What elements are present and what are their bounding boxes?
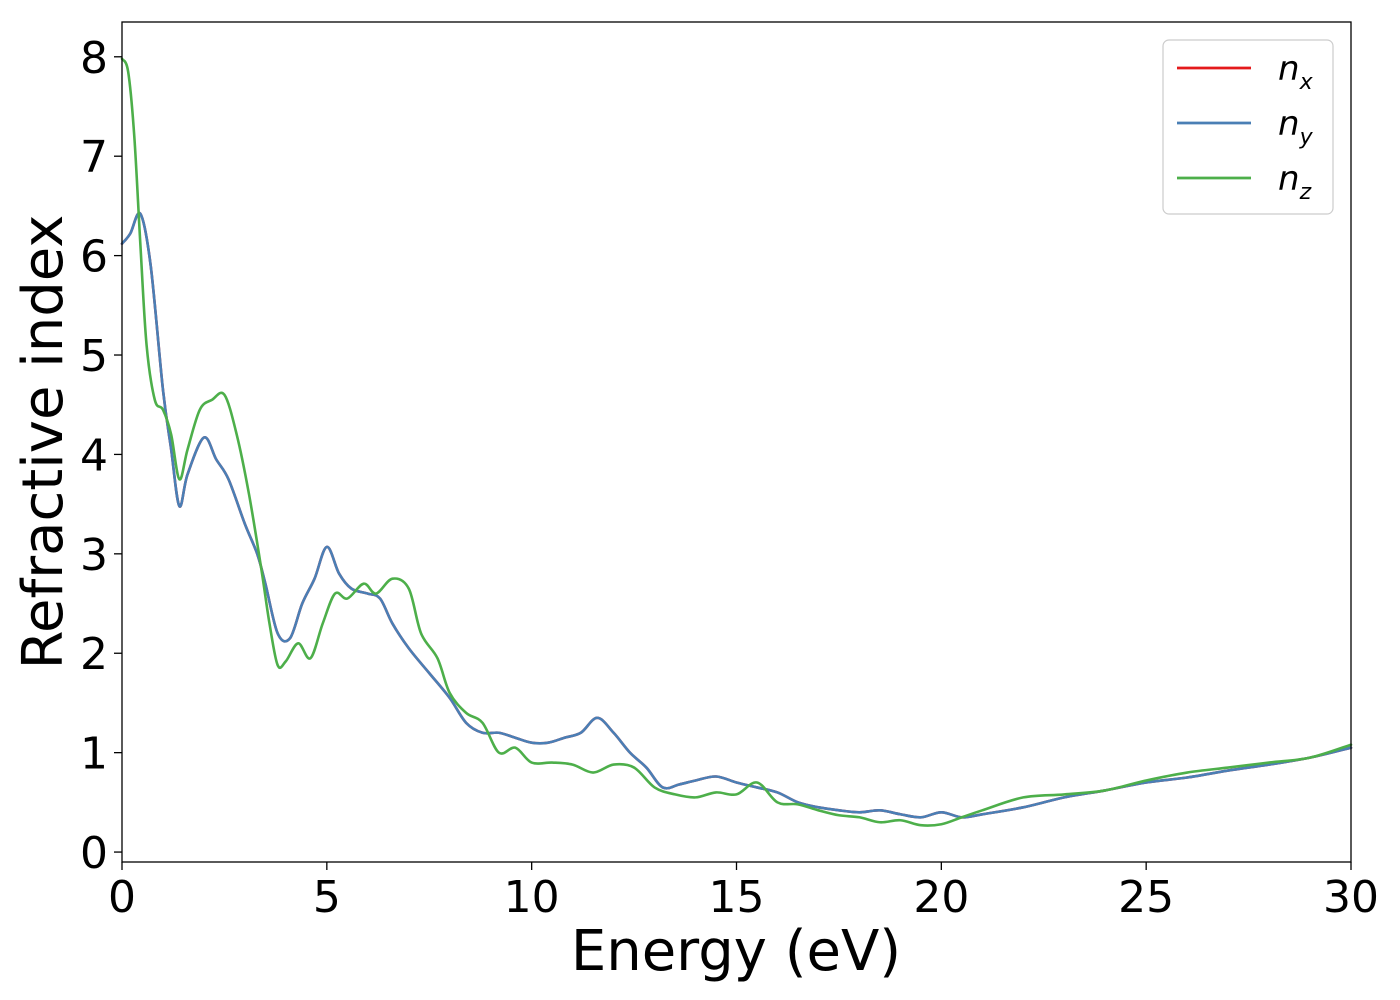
legend-box [1162,39,1334,215]
x-axis-label: Energy (eV) [571,919,901,984]
x-tick-label: 25 [1118,872,1174,923]
x-axis-ticks: 0 5 10 15 20 25 30 [108,862,1379,923]
y-tick-label: 1 [80,729,108,780]
y-tick-label: 7 [80,132,108,183]
legend-label-x: nx [1278,49,1314,95]
series-layer [120,57,1353,827]
y-tick-label: 8 [80,33,108,84]
y-tick-label: 4 [80,430,108,481]
y-tick-label: 0 [80,828,108,879]
legend-label-z: nz [1278,159,1312,205]
y-tick-label: 2 [80,629,108,680]
legend-label-y: ny [1278,104,1314,150]
y-axis-label: Refractive index [11,215,76,670]
x-tick-label: 10 [504,872,560,923]
x-tick-label: 0 [108,872,136,923]
series-line-y [120,211,1353,819]
x-tick-label: 5 [313,872,341,923]
y-tick-label: 5 [80,331,108,382]
y-tick-label: 3 [80,530,108,581]
x-tick-label: 30 [1323,872,1379,923]
series-line-z [120,57,1353,827]
x-tick-label: 20 [913,872,969,923]
y-tick-label: 6 [80,232,108,283]
legend: nx ny nz [1162,39,1334,215]
x-tick-label: 15 [709,872,765,923]
y-axis-ticks: 0 1 2 3 4 5 6 7 8 [80,33,122,879]
